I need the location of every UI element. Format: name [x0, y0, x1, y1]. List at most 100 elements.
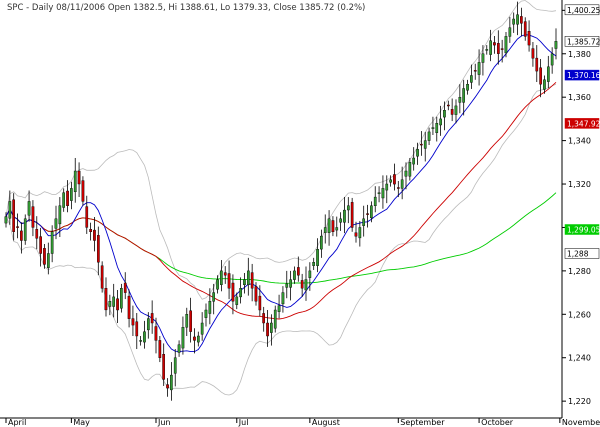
candle-body: [500, 48, 504, 50]
candle-body: [435, 122, 439, 133]
candle-body: [420, 143, 423, 146]
candle-body: [289, 279, 292, 288]
candle-body: [208, 301, 212, 314]
candle-body: [200, 322, 204, 335]
candle-body: [516, 14, 519, 25]
candle-body: [331, 220, 335, 233]
candle-body: [47, 253, 50, 269]
candle-body: [320, 235, 323, 250]
y-tick-label: 1,240: [568, 354, 591, 363]
candle-body: [354, 232, 358, 237]
y-tick-label: 1,340: [568, 137, 591, 146]
candle-body: [154, 326, 158, 341]
candle-body: [423, 140, 427, 149]
y-tick-label: 1,320: [568, 180, 591, 189]
candle-body: [523, 21, 527, 37]
candle-body: [327, 218, 331, 233]
candle-body: [123, 282, 127, 293]
candle-body: [450, 109, 454, 115]
y-tick-label: 1,380: [568, 50, 591, 59]
price-tag-label: 1,288: [567, 250, 589, 259]
moving-averages: [5, 34, 557, 353]
candle-body: [547, 66, 550, 82]
candle-body: [216, 279, 219, 290]
candle-body: [27, 201, 31, 216]
candle-body: [31, 206, 35, 228]
candle-body: [231, 282, 235, 302]
candle-body: [16, 226, 19, 228]
candle-body: [443, 109, 446, 118]
price-tag: [564, 69, 600, 81]
candle-body: [112, 296, 115, 307]
candle-body: [512, 18, 515, 25]
lower-band-line: [5, 83, 557, 396]
candle-body: [131, 318, 135, 326]
candle-body: [150, 313, 154, 324]
candle-body: [416, 149, 419, 157]
candle-body: [400, 179, 404, 189]
candle-body: [397, 187, 400, 189]
candle-body: [116, 298, 119, 311]
candle-body: [66, 190, 69, 207]
candle-body: [347, 205, 350, 211]
candle-body: [362, 218, 365, 226]
price-tag: [564, 224, 600, 235]
candle-body: [273, 309, 277, 329]
candle-body: [270, 322, 273, 333]
candle-body: [312, 262, 315, 266]
candle-body: [12, 199, 15, 232]
ma-short-line: [5, 34, 557, 353]
candle-body: [69, 188, 73, 201]
candle-body: [193, 336, 196, 341]
x-tick-label: Jul: [238, 418, 249, 427]
candle-body: [462, 88, 465, 103]
candle-body: [20, 230, 23, 241]
candle-body: [219, 270, 223, 285]
candle-body: [504, 36, 508, 54]
candles: [4, 1, 558, 401]
candle-body: [177, 344, 181, 353]
x-axis-ticks: April May Jun Jul August September October Nove…: [5, 418, 600, 427]
candle-body: [212, 292, 215, 302]
candle-body: [8, 201, 12, 219]
candle-body: [366, 213, 369, 215]
candle-body: [293, 270, 296, 280]
candle-body: [393, 174, 396, 185]
candle-body: [227, 273, 231, 289]
bands: [5, 0, 557, 396]
candle-body: [39, 236, 42, 254]
ma-mid-line: [5, 81, 557, 320]
candle-body: [262, 313, 265, 324]
candle-body: [258, 295, 262, 311]
candle-body: [62, 192, 65, 208]
candle-body: [100, 265, 104, 289]
candle-body: [466, 83, 469, 91]
candle-body: [181, 327, 185, 349]
candle-body: [173, 357, 177, 374]
candle-body: [439, 118, 442, 126]
x-tick-label: October: [481, 418, 514, 427]
candle-body: [520, 16, 523, 24]
candle-body: [285, 283, 289, 288]
candle-body: [254, 286, 258, 302]
candle-body: [81, 180, 85, 202]
candle-body: [104, 288, 108, 311]
price-tag: [564, 248, 600, 259]
candle-body: [489, 40, 492, 55]
candle-body: [412, 157, 415, 165]
candle-body: [316, 248, 319, 266]
price-tag: [564, 36, 600, 47]
candle-body: [4, 216, 8, 224]
candle-body: [239, 288, 242, 298]
y-axis-ticks: 1,2201,2401,2601,2801,3001,3201,3401,360…: [562, 6, 591, 406]
candle-body: [300, 280, 304, 289]
y-tick-label: 1,220: [568, 397, 591, 406]
price-tag-label: 1,299.05: [567, 226, 600, 235]
candle-body: [54, 218, 58, 229]
x-tick-label: Jun: [157, 418, 171, 427]
candle-body: [370, 205, 373, 219]
candle-body: [550, 53, 554, 66]
candle-body: [96, 235, 100, 263]
price-tag: [564, 118, 600, 129]
